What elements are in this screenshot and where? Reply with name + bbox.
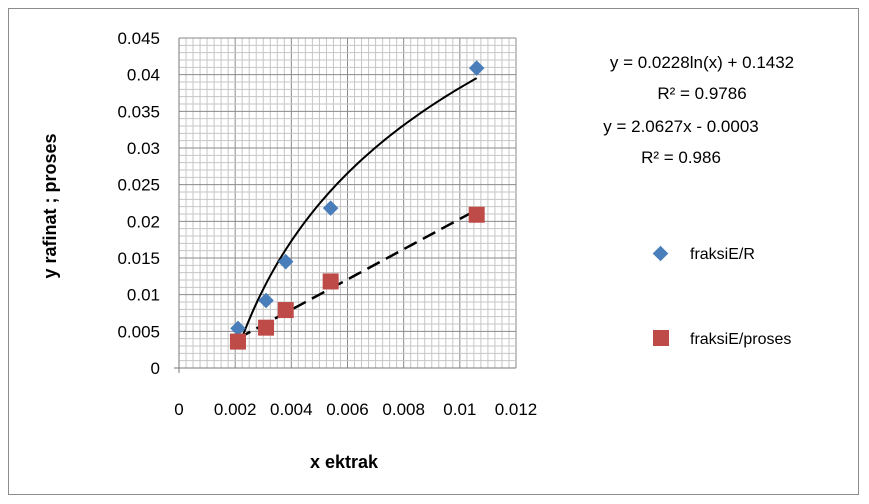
log-trendline <box>237 77 478 350</box>
x-tick-label: 0.012 <box>495 400 538 419</box>
x-tick-label: 0.002 <box>214 400 257 419</box>
point-fraksi-e-r <box>230 320 246 337</box>
y-axis-title: y rafinat ; proses <box>40 133 60 278</box>
x-tick-label: 0.004 <box>270 400 313 419</box>
x-tick-label: 0.006 <box>326 400 369 419</box>
y-tick-label: 0.035 <box>117 102 160 121</box>
point-fraksi-e-r <box>468 60 485 76</box>
log-trendline-r2: R² = 0.9786 <box>657 84 746 103</box>
point-fraksi-e-proses <box>277 302 294 319</box>
legend: fraksiE/R fraksiE/proses <box>652 245 791 348</box>
point-fraksi-e-proses <box>468 206 485 223</box>
point-fraksi-e-proses <box>229 333 246 350</box>
log-trendline-equation: y = 0.0228ln(x) + 0.1432 <box>610 53 794 72</box>
y-tick-label: 0 <box>151 359 160 378</box>
x-tick-label: 0.01 <box>443 400 476 419</box>
y-tick-label: 0.01 <box>127 286 160 305</box>
x-axis-title: x ektrak <box>310 452 379 472</box>
plot-grid <box>174 37 517 373</box>
point-fraksi-e-proses <box>258 319 275 336</box>
point-fraksi-e-r <box>322 200 339 216</box>
legend-marker-fraksi-e-proses <box>653 330 669 346</box>
y-tick-label: 0.02 <box>127 212 160 231</box>
linear-trendline-r2: R² = 0.986 <box>641 148 721 167</box>
y-tick-labels: 0 0.005 0.01 0.015 0.02 0.025 0.03 0.035 0.04 0.0… <box>117 29 160 378</box>
legend-marker-fraksi-e-r <box>652 245 669 262</box>
y-tick-label: 0.025 <box>117 176 160 195</box>
legend-label-fraksi-e-proses: fraksiE/proses <box>690 331 791 348</box>
y-tick-label: 0.04 <box>127 66 160 85</box>
point-fraksi-e-proses <box>322 273 339 290</box>
x-tick-label: 0.008 <box>382 400 425 419</box>
x-tick-labels: 0 0.002 0.004 0.006 0.008 0.01 0.012 <box>174 400 537 419</box>
y-tick-label: 0.015 <box>117 249 160 268</box>
y-tick-label: 0.03 <box>127 139 160 158</box>
legend-label-fraksi-e-r: fraksiE/R <box>690 246 755 263</box>
y-tick-label: 0.005 <box>117 322 160 341</box>
x-tick-label: 0 <box>174 400 183 419</box>
linear-trendline-equation: y = 2.0627x - 0.0003 <box>603 117 758 136</box>
y-tick-label: 0.045 <box>117 29 160 48</box>
